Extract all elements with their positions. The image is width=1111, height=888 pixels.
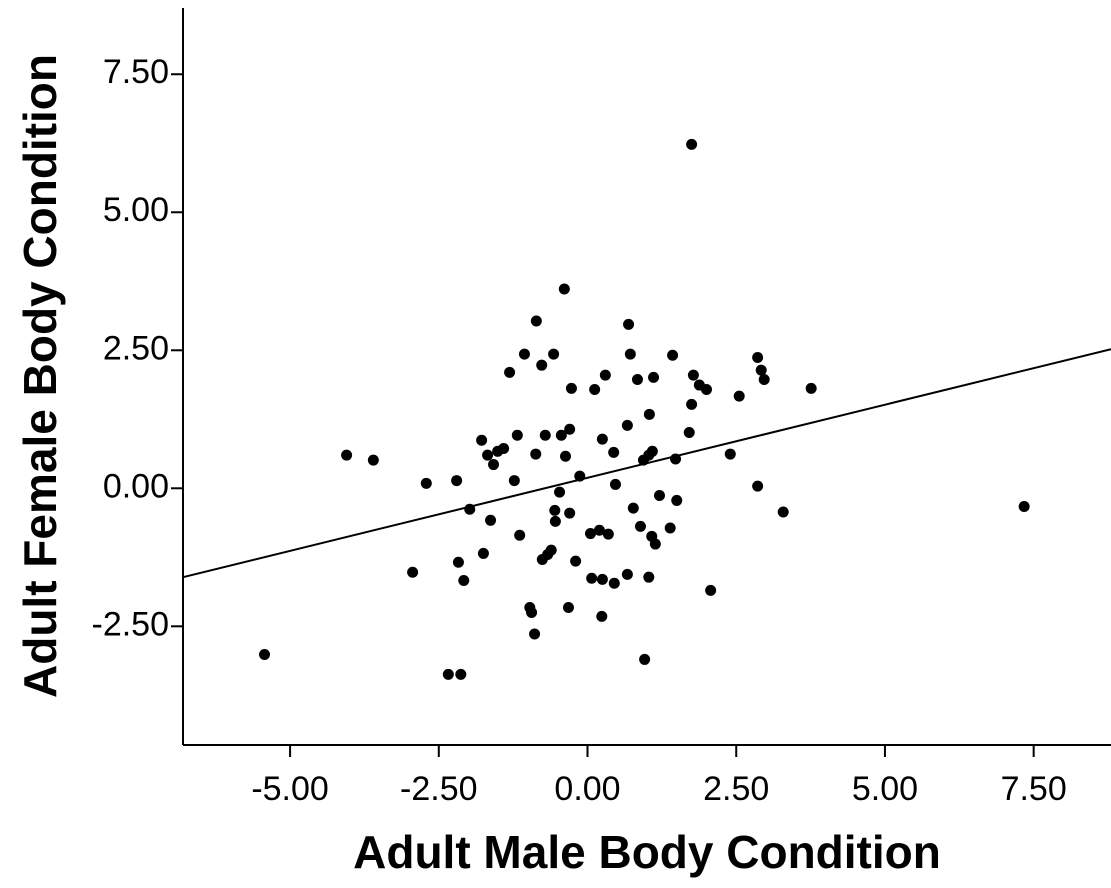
- point: [700, 383, 712, 395]
- point: [631, 374, 643, 386]
- point: [646, 445, 658, 457]
- y-tick-label: 2.50: [103, 329, 169, 367]
- point: [482, 449, 494, 461]
- point: [504, 366, 516, 378]
- point: [258, 648, 270, 660]
- point: [455, 668, 467, 680]
- point: [639, 653, 651, 665]
- x-tick-label: 2.50: [703, 770, 769, 808]
- point: [686, 398, 698, 410]
- point: [458, 574, 470, 586]
- point: [584, 528, 596, 540]
- point: [488, 459, 500, 471]
- point: [565, 382, 577, 394]
- point: [442, 668, 454, 680]
- point: [687, 369, 699, 381]
- y-tick-label: -2.50: [92, 605, 170, 643]
- point: [758, 374, 770, 386]
- point: [586, 572, 598, 584]
- point: [621, 419, 633, 431]
- point: [518, 348, 530, 360]
- point: [608, 577, 620, 589]
- point: [452, 556, 464, 568]
- point: [621, 568, 633, 580]
- point: [609, 478, 621, 490]
- point: [407, 566, 419, 578]
- point: [548, 348, 560, 360]
- point: [451, 475, 463, 487]
- point: [549, 515, 561, 527]
- x-axis-title: Adult Male Body Condition: [353, 826, 941, 878]
- point: [530, 315, 542, 327]
- point: [514, 529, 526, 541]
- point: [596, 610, 608, 622]
- point: [596, 433, 608, 445]
- y-tick-label: 0.00: [103, 467, 169, 505]
- point: [476, 434, 488, 446]
- point: [777, 506, 789, 518]
- point: [648, 371, 660, 383]
- point: [562, 602, 574, 614]
- point: [420, 477, 432, 489]
- point: [608, 446, 620, 458]
- x-tick-label: 0.00: [554, 770, 620, 808]
- point: [649, 538, 661, 550]
- point: [664, 522, 676, 534]
- point: [564, 423, 576, 435]
- point: [755, 364, 767, 376]
- point: [705, 584, 717, 596]
- point: [477, 547, 489, 559]
- point: [653, 489, 665, 501]
- point: [549, 504, 561, 516]
- point: [733, 390, 745, 402]
- point: [643, 571, 655, 583]
- x-tick-label: -5.00: [251, 770, 329, 808]
- x-tick-label: 5.00: [852, 770, 918, 808]
- x-tick-label: -2.50: [400, 770, 478, 808]
- point: [752, 480, 764, 492]
- point: [554, 486, 566, 498]
- point: [805, 382, 817, 394]
- point: [589, 383, 601, 395]
- point: [623, 318, 635, 330]
- point: [724, 448, 736, 460]
- point: [634, 520, 646, 532]
- point: [545, 544, 557, 556]
- point: [624, 348, 636, 360]
- point: [511, 429, 523, 441]
- point: [1018, 501, 1030, 513]
- point: [686, 138, 698, 150]
- point: [643, 408, 655, 420]
- point: [570, 555, 582, 567]
- point: [560, 450, 572, 462]
- point: [671, 494, 683, 506]
- point: [530, 448, 542, 460]
- point: [485, 514, 497, 526]
- point: [564, 507, 576, 519]
- point: [752, 351, 764, 363]
- point: [508, 475, 520, 487]
- point: [555, 429, 567, 441]
- point: [536, 359, 548, 371]
- point: [596, 573, 608, 585]
- point: [498, 443, 510, 455]
- x-tick-label: 7.50: [1001, 770, 1067, 808]
- point: [667, 349, 679, 361]
- point: [599, 369, 611, 381]
- point: [539, 429, 551, 441]
- point: [558, 283, 570, 295]
- point: [526, 607, 538, 619]
- point: [593, 524, 605, 536]
- trend-line: [182, 348, 1111, 579]
- y-axis-title: Adult Female Body Condition: [14, 54, 66, 698]
- point: [529, 628, 541, 640]
- y-tick-label: 5.00: [103, 191, 169, 229]
- point: [602, 528, 614, 540]
- point: [341, 449, 353, 461]
- point: [683, 427, 695, 439]
- point: [367, 454, 379, 466]
- y-tick-label: 7.50: [103, 53, 169, 91]
- point: [627, 502, 639, 514]
